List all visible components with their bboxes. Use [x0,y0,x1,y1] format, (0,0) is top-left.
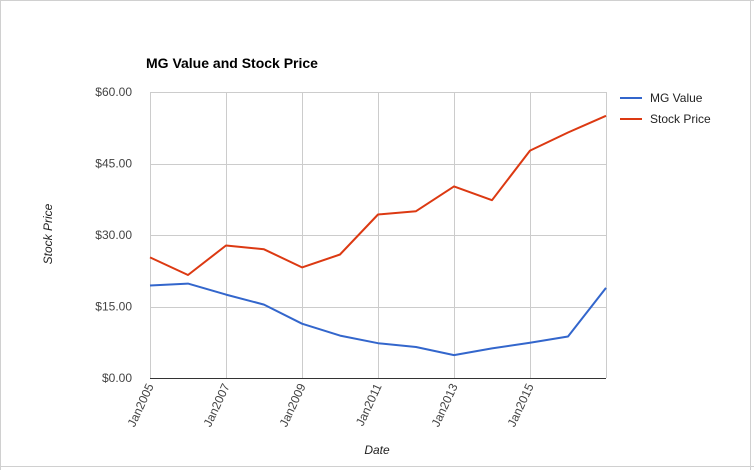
y-axis-title: Stock Price [41,203,55,264]
y-tick-label: $15.00 [95,300,132,314]
y-tick-label: $30.00 [95,228,132,242]
legend-label: Stock Price [650,112,711,126]
y-tick-label: $0.00 [102,371,132,385]
series-line-stock-price [149,114,607,276]
chart-title: MG Value and Stock Price [146,55,318,71]
legend: MG Value Stock Price [620,91,711,126]
x-axis-title: Date [364,443,390,457]
y-axis-tick-labels: $0.00 $15.00 $30.00 $45.00 $60.00 [95,85,132,385]
x-tick-label: Jan2007 [201,381,233,429]
y-tick-label: $60.00 [95,85,132,99]
x-tick-label: Jan2009 [277,381,309,429]
x-tick-label: Jan2013 [429,381,461,429]
grid-lines [150,92,607,378]
legend-label: MG Value [650,91,703,105]
x-axis-tick-labels: Jan2005 Jan2007 Jan2009 Jan2011 Jan2013 Jan20… [125,381,537,429]
series-lines [149,114,607,357]
y-tick-label: $45.00 [95,157,132,171]
x-tick-label: Jan2015 [505,381,537,429]
x-tick-label: Jan2011 [353,381,385,428]
x-tick-label: Jan2005 [125,381,157,429]
series-line-mg-value [149,282,607,357]
